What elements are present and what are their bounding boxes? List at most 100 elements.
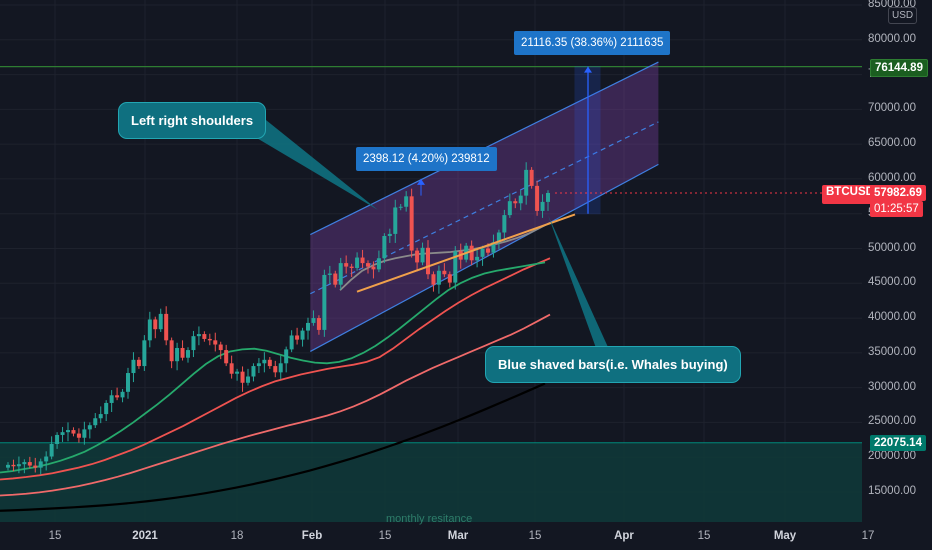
candle-body: [240, 371, 245, 383]
candle-body: [38, 461, 43, 468]
countdown-badge: 01:25:57: [870, 201, 923, 217]
candle-body: [109, 395, 114, 403]
candle-body: [426, 247, 430, 275]
candle-body: [235, 371, 240, 374]
candle-body: [333, 273, 338, 285]
candle-body: [355, 257, 360, 268]
candle-body: [284, 349, 289, 364]
trendline: [356, 213, 576, 293]
candle-body: [66, 430, 70, 433]
x-tick-label: Apr: [614, 530, 634, 542]
ma-line-ma-200: [0, 382, 546, 512]
y-tick-label: 30000.00: [868, 380, 916, 393]
candle-body: [76, 433, 81, 438]
candle-body: [371, 266, 376, 270]
candle-body: [316, 318, 321, 330]
candle-body: [93, 418, 98, 426]
candle-body: [349, 266, 354, 268]
callout-pointer-whales: [548, 215, 612, 356]
candle-body: [518, 195, 523, 204]
candle-body: [507, 201, 512, 216]
candle-body: [136, 359, 141, 367]
candle-body: [22, 462, 27, 465]
candle-body: [442, 270, 447, 275]
y-tick-label: 15000.00: [868, 485, 916, 497]
x-tick-label: 15: [48, 530, 62, 542]
candle-body: [115, 395, 120, 398]
candle-body: [415, 250, 420, 263]
y-tick-label: 40000.00: [868, 311, 916, 324]
measure-label-small[interactable]: 2398.12 (4.20%) 239812: [356, 147, 497, 171]
y-tick-label: 85000.00: [868, 0, 916, 10]
candle-body: [27, 462, 32, 466]
candle-body: [306, 322, 310, 331]
candle-body: [224, 350, 229, 364]
candle-body: [376, 258, 381, 270]
candle-body: [33, 465, 38, 468]
y-tick-label: 60000.00: [868, 171, 916, 184]
candle-body: [540, 201, 545, 211]
x-tick-label: 15: [528, 530, 542, 542]
candle-body: [175, 347, 180, 362]
candle-body: [60, 432, 65, 435]
currency-label: USD: [888, 7, 918, 24]
candle-body: [267, 359, 272, 367]
price-axis[interactable]: [862, 0, 932, 550]
candle-body: [344, 263, 349, 267]
candle-body: [251, 366, 256, 377]
candle-body: [6, 464, 10, 468]
ma-line-ema-long: [0, 313, 551, 497]
candle-body: [289, 335, 294, 350]
callout-whales[interactable]: Blue shaved bars(i.e. Whales buying): [485, 346, 741, 383]
candle-body: [191, 336, 196, 351]
candle-body: [186, 350, 190, 358]
y-tick-label: 70000.00: [868, 102, 916, 115]
level-badge-lower: 22075.14: [870, 435, 926, 451]
candle-body: [524, 169, 529, 196]
candle-body: [55, 434, 60, 444]
candle-body: [295, 335, 300, 340]
measure-label-large[interactable]: 21116.35 (38.36%) 2111635: [514, 31, 671, 55]
candle-body: [480, 248, 485, 257]
candle-body: [409, 196, 414, 251]
x-tick-label: 15: [697, 530, 711, 542]
candle-body: [131, 359, 136, 374]
x-tick-label: 2021: [132, 530, 158, 542]
last-price-badge: 57982.69: [870, 185, 926, 201]
ma-line-ema-short: [0, 261, 546, 474]
candle-body: [104, 402, 109, 415]
candle-body: [469, 245, 474, 261]
candle-body: [169, 340, 174, 362]
candle-body: [273, 366, 278, 373]
candle-body: [262, 359, 267, 364]
candle-body: [529, 169, 534, 186]
measure-arrow-large: [584, 66, 592, 73]
candle-body: [153, 319, 158, 330]
candle-body: [49, 443, 54, 457]
candle-body: [202, 334, 207, 339]
candle-body: [393, 207, 398, 234]
candle-body: [513, 201, 518, 204]
candle-body: [87, 425, 92, 430]
candle-body: [398, 206, 403, 208]
candle-body: [486, 248, 490, 253]
candle-body: [246, 376, 250, 383]
y-tick-label: 65000.00: [868, 137, 916, 150]
ma-line-ema-mid: [0, 257, 551, 481]
candle-body: [404, 196, 409, 207]
ma-line-ma-fast: [339, 221, 551, 291]
channel-lower: [310, 163, 659, 352]
x-tick-label: 15: [378, 530, 392, 542]
candle-body: [453, 251, 458, 283]
x-tick-label: 18: [230, 530, 244, 542]
x-tick-label: Feb: [301, 530, 323, 542]
x-tick-label: Mar: [447, 530, 469, 542]
candle-body: [322, 274, 327, 330]
callout-shoulders[interactable]: Left right shoulders: [118, 102, 267, 139]
x-tick-label: May: [773, 530, 797, 542]
y-tick-label: 80000.00: [868, 32, 916, 45]
candle-body: [436, 270, 441, 285]
resistance-zone: [0, 442, 862, 522]
candle-body: [360, 257, 365, 264]
